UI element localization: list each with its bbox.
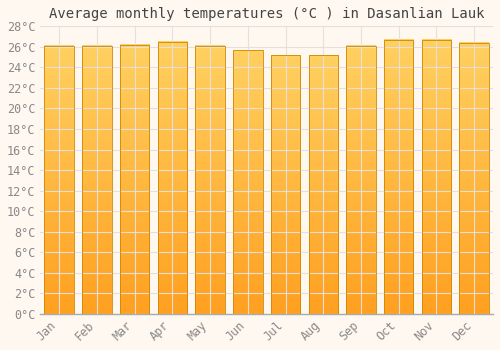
Bar bbox=[460, 43, 489, 314]
Title: Average monthly temperatures (°C ) in Dasanlian Lauk: Average monthly temperatures (°C ) in Da… bbox=[49, 7, 484, 21]
Bar bbox=[44, 46, 74, 314]
Bar bbox=[308, 55, 338, 314]
Bar bbox=[120, 45, 150, 314]
Bar bbox=[271, 55, 300, 314]
Bar bbox=[196, 46, 225, 314]
Bar bbox=[422, 40, 451, 314]
Bar bbox=[158, 42, 187, 314]
Bar bbox=[233, 50, 262, 314]
Bar bbox=[346, 46, 376, 314]
Bar bbox=[384, 40, 414, 314]
Bar bbox=[82, 46, 112, 314]
